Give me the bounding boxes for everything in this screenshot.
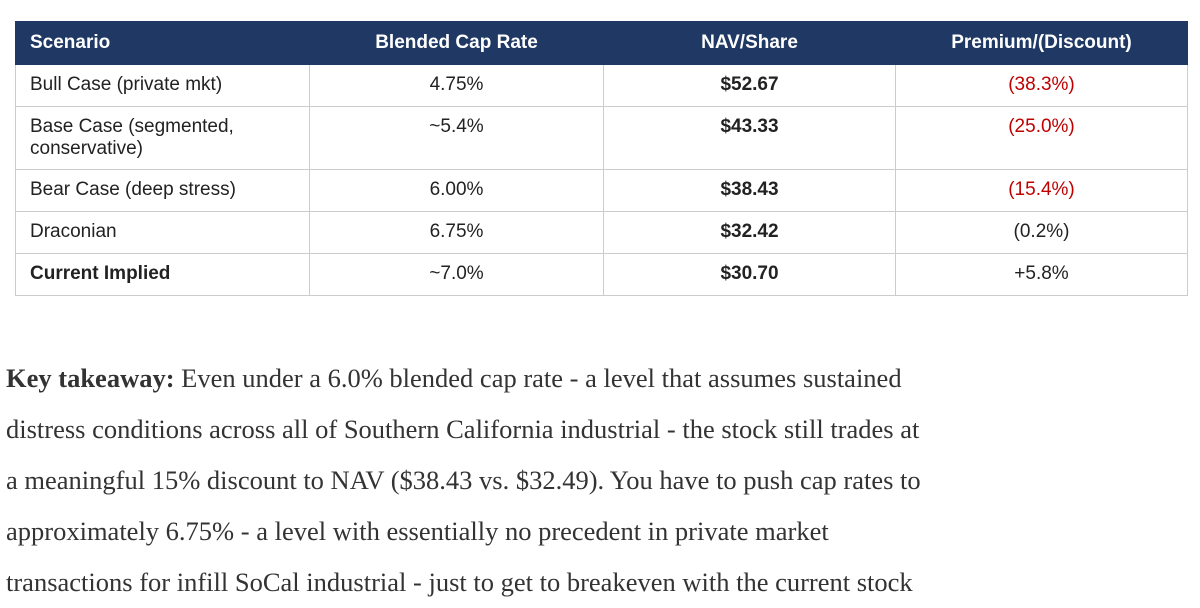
nav-share-cell: $30.70 [603,253,896,296]
nav-share-cell: $43.33 [603,106,896,170]
cap-rate-cell: ~5.4% [309,106,604,170]
paragraph-line: a meaningful 15% discount to NAV ($38.43… [6,465,921,495]
table-row: Draconian 6.75% $32.42 (0.2%) [15,211,1188,254]
nav-share-cell: $38.43 [603,169,896,212]
nav-share-cell: $52.67 [603,64,896,107]
scenario-cell: Draconian [15,211,310,254]
premium-discount-cell: (25.0%) [895,106,1188,170]
scenario-cell-line: conservative) [30,138,143,159]
column-header-premium-discount: Premium/(Discount) [895,21,1188,65]
premium-discount-cell: (0.2%) [895,211,1188,254]
premium-discount-cell: (15.4%) [895,169,1188,212]
key-takeaway-paragraph: Key takeaway: Even under a 6.0% blended … [6,353,1200,608]
paragraph-line: transactions for infill SoCal industrial… [6,567,913,597]
column-header-cap-rate: Blended Cap Rate [309,21,604,65]
table-row: Current Implied ~7.0% $30.70 +5.8% [15,253,1188,296]
table-row: Bull Case (private mkt) 4.75% $52.67 (38… [15,64,1188,107]
scenario-cell-line: Base Case (segmented, [30,116,234,137]
scenario-cell: Base Case (segmented, conservative) [15,106,310,170]
column-header-scenario: Scenario [15,21,310,65]
cap-rate-cell: 6.75% [309,211,604,254]
table-row: Bear Case (deep stress) 6.00% $38.43 (15… [15,169,1188,212]
cap-rate-cell: ~7.0% [309,253,604,296]
paragraph-text: Even under a 6.0% blended cap rate - a l… [174,363,902,393]
paragraph-line: approximately 6.75% - a level with essen… [6,516,829,546]
key-takeaway-label: Key takeaway: [6,363,175,393]
scenario-cell: Bear Case (deep stress) [15,169,310,212]
scenario-table-container: Scenario Blended Cap Rate NAV/Share Prem… [15,21,1188,296]
column-header-nav-share: NAV/Share [603,21,896,65]
scenario-cell: Current Implied [15,253,310,296]
table-row: Base Case (segmented, conservative) ~5.4%… [15,106,1188,170]
scenario-cell: Bull Case (private mkt) [15,64,310,107]
premium-discount-cell: +5.8% [895,253,1188,296]
scenario-table: Scenario Blended Cap Rate NAV/Share Prem… [15,21,1188,296]
cap-rate-cell: 4.75% [309,64,604,107]
table-header-row: Scenario Blended Cap Rate NAV/Share Prem… [15,21,1188,65]
nav-share-cell: $32.42 [603,211,896,254]
premium-discount-cell: (38.3%) [895,64,1188,107]
paragraph-line: Key takeaway: Even under a 6.0% blended … [6,353,1200,404]
paragraph-line: distress conditions across all of Southe… [6,414,920,444]
cap-rate-cell: 6.00% [309,169,604,212]
